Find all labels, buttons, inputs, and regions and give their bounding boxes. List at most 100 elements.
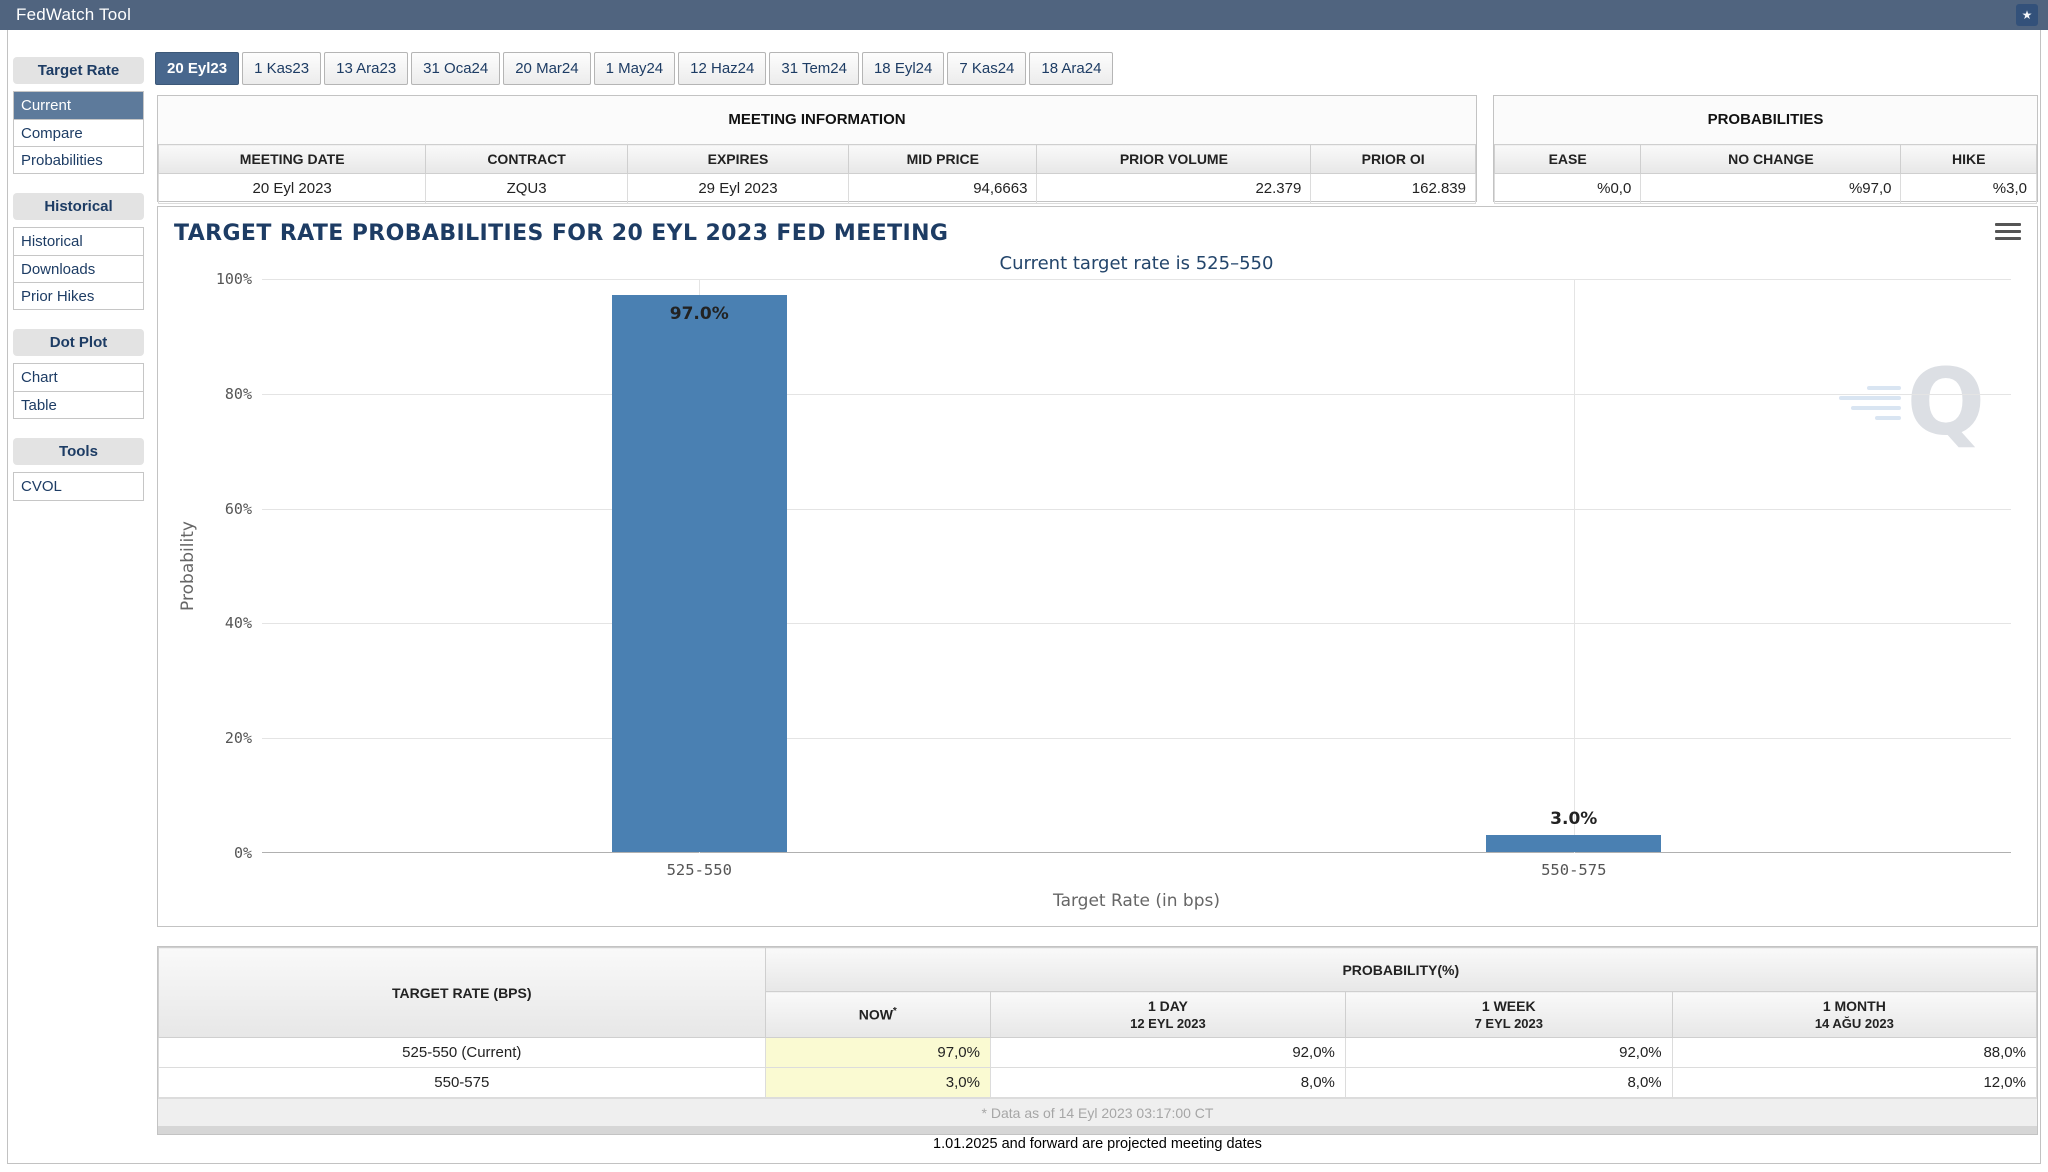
- tab-13-ara23[interactable]: 13 Ara23: [324, 52, 408, 85]
- sidebar-item-downloads[interactable]: Downloads: [14, 255, 143, 282]
- sidebar-list-target-rate: CurrentCompareProbabilities: [13, 91, 144, 174]
- tab-31-tem24[interactable]: 31 Tem24: [769, 52, 859, 85]
- y-tick-label: 100%: [166, 270, 252, 288]
- sidebar: Target Rate CurrentCompareProbabilities Hi…: [13, 57, 144, 520]
- rate-cell: 525-550 (Current): [159, 1038, 766, 1068]
- y-axis-title: Probability: [178, 521, 198, 611]
- col-header-ease: EASE: [1495, 145, 1641, 174]
- x-tick-label: 550-575: [1474, 861, 1674, 879]
- probabilities-title: PROBABILITIES: [1494, 96, 2037, 144]
- rate-cell: 550-575: [159, 1068, 766, 1098]
- bookmark-star-icon[interactable]: ★: [2016, 4, 2038, 26]
- tab-7-kas24[interactable]: 7 Kas24: [947, 52, 1026, 85]
- y-tick-label: 80%: [166, 385, 252, 403]
- prob-cell-1-day: 8,0%: [990, 1068, 1345, 1098]
- sidebar-item-historical[interactable]: Historical: [14, 228, 143, 255]
- bar-525-550[interactable]: [612, 295, 787, 852]
- chart-panel: TARGET RATE PROBABILITIES FOR 20 EYL 202…: [157, 206, 2038, 927]
- col-header-prior-volume: PRIOR VOLUME: [1037, 145, 1311, 174]
- cell-prior-oi: 162.839: [1311, 174, 1476, 204]
- table-scrollbar[interactable]: [158, 1126, 2037, 1134]
- tab-1-kas23[interactable]: 1 Kas23: [242, 52, 321, 85]
- table-row: 525-550 (Current)97,0%92,0%92,0%88,0%: [159, 1038, 2037, 1068]
- app-header-bar: FedWatch Tool ★: [0, 0, 2048, 30]
- cell-expires: 29 Eyl 2023: [627, 174, 848, 204]
- col-header-meeting-date: MEETING DATE: [159, 145, 426, 174]
- sidebar-section-tools: Tools: [13, 438, 144, 465]
- cell-prior-volume: 22.379: [1037, 174, 1311, 204]
- sidebar-item-compare[interactable]: Compare: [14, 119, 143, 146]
- gridline: [262, 394, 2011, 395]
- col-header-contract: CONTRACT: [426, 145, 628, 174]
- sidebar-item-cvol[interactable]: CVOL: [14, 473, 143, 500]
- prob-cell-1-day: 92,0%: [990, 1038, 1345, 1068]
- col-header-now: NOW*: [765, 992, 990, 1038]
- col-header-prior-oi: PRIOR OI: [1311, 145, 1476, 174]
- tab-12-haz24[interactable]: 12 Haz24: [678, 52, 766, 85]
- cell-meeting-date: 20 Eyl 2023: [159, 174, 426, 204]
- sidebar-list-dot-plot: ChartTable: [13, 363, 144, 419]
- tab-20-eyl23[interactable]: 20 Eyl23: [155, 52, 239, 85]
- chart-title: TARGET RATE PROBABILITIES FOR 20 EYL 202…: [174, 221, 948, 246]
- x-axis-title: Target Rate (in bps): [262, 891, 2011, 911]
- tab-20-mar24[interactable]: 20 Mar24: [503, 52, 590, 85]
- corner-header: TARGET RATE (BPS): [159, 948, 766, 1038]
- tab-18-eyl24[interactable]: 18 Eyl24: [862, 52, 944, 85]
- sidebar-section-historical: Historical: [13, 193, 144, 220]
- bar-value-label: 97.0%: [629, 304, 769, 324]
- table-footnote: * Data as of 14 Eyl 2023 03:17:00 CT: [158, 1098, 2037, 1126]
- col-header-expires: EXPIRES: [627, 145, 848, 174]
- table-row: 550-5753,0%8,0%8,0%12,0%: [159, 1068, 2037, 1098]
- col-header-no-change: NO CHANGE: [1641, 145, 1901, 174]
- sidebar-item-prior-hikes[interactable]: Prior Hikes: [14, 282, 143, 309]
- footer-note: 1.01.2025 and forward are projected meet…: [157, 1136, 2038, 1152]
- prob-cell-1-week: 8,0%: [1345, 1068, 1672, 1098]
- sidebar-item-current[interactable]: Current: [14, 92, 143, 119]
- chart-context-menu-icon[interactable]: [1995, 223, 2021, 243]
- sidebar-item-chart[interactable]: Chart: [14, 364, 143, 391]
- y-tick-label: 40%: [166, 614, 252, 632]
- y-tick-label: 20%: [166, 729, 252, 747]
- bar-value-label: 3.0%: [1504, 809, 1644, 829]
- col-header-hike: HIKE: [1901, 145, 2037, 174]
- y-tick-label: 60%: [166, 500, 252, 518]
- sidebar-list-tools: CVOL: [13, 472, 144, 501]
- sidebar-section-target-rate: Target Rate: [13, 57, 144, 84]
- prob-cell-1-week: 92,0%: [1345, 1038, 1672, 1068]
- bar-550-575[interactable]: [1486, 835, 1661, 852]
- col-header-1-day: 1 DAY12 EYL 2023: [990, 992, 1345, 1038]
- col-header-mid-price: MID PRICE: [849, 145, 1037, 174]
- sidebar-item-probabilities[interactable]: Probabilities: [14, 146, 143, 173]
- chart-subtitle: Current target rate is 525–550: [262, 253, 2011, 274]
- group-header: PROBABILITY(%): [765, 948, 2036, 992]
- prob-cell-now: 3,0%: [765, 1068, 990, 1098]
- col-header-1-month: 1 MONTH14 AĞU 2023: [1672, 992, 2036, 1038]
- meeting-info-panel: MEETING INFORMATION MEETING DATECONTRACT…: [157, 95, 1477, 202]
- tab-31-oca24[interactable]: 31 Oca24: [411, 52, 500, 85]
- quikstrike-watermark-icon: Q: [1839, 363, 1985, 443]
- cell-ease: %0,0: [1495, 174, 1641, 204]
- prob-cell-now: 97,0%: [765, 1038, 990, 1068]
- sidebar-section-dot-plot: Dot Plot: [13, 329, 144, 356]
- probabilities-table: EASENO CHANGEHIKE %0,0%97,0%3,0: [1494, 144, 2037, 204]
- col-header-1-week: 1 WEEK7 EYL 2023: [1345, 992, 1672, 1038]
- gridline: [262, 623, 2011, 624]
- tab-18-ara24[interactable]: 18 Ara24: [1029, 52, 1113, 85]
- tab-1-may24[interactable]: 1 May24: [594, 52, 676, 85]
- cell-contract: ZQU3: [426, 174, 628, 204]
- prob-cell-1-month: 12,0%: [1672, 1068, 2036, 1098]
- probability-table: TARGET RATE (BPS)PROBABILITY(%)NOW*1 DAY…: [158, 947, 2037, 1098]
- gridline: [1574, 279, 1575, 853]
- gridline: [262, 279, 2011, 280]
- cell-hike: %3,0: [1901, 174, 2037, 204]
- probability-table-panel: TARGET RATE (BPS)PROBABILITY(%)NOW*1 DAY…: [157, 946, 2038, 1135]
- y-tick-label: 0%: [166, 844, 252, 862]
- sidebar-item-table[interactable]: Table: [14, 391, 143, 418]
- gridline: [262, 738, 2011, 739]
- app-title: FedWatch Tool: [16, 5, 131, 25]
- sidebar-list-historical: HistoricalDownloadsPrior Hikes: [13, 227, 144, 310]
- meeting-date-tabs: 20 Eyl231 Kas2313 Ara2331 Oca2420 Mar241…: [155, 52, 1116, 85]
- cell-no-change: %97,0: [1641, 174, 1901, 204]
- prob-cell-1-month: 88,0%: [1672, 1038, 2036, 1068]
- meeting-info-table: MEETING DATECONTRACTEXPIRESMID PRICEPRIO…: [158, 144, 1476, 204]
